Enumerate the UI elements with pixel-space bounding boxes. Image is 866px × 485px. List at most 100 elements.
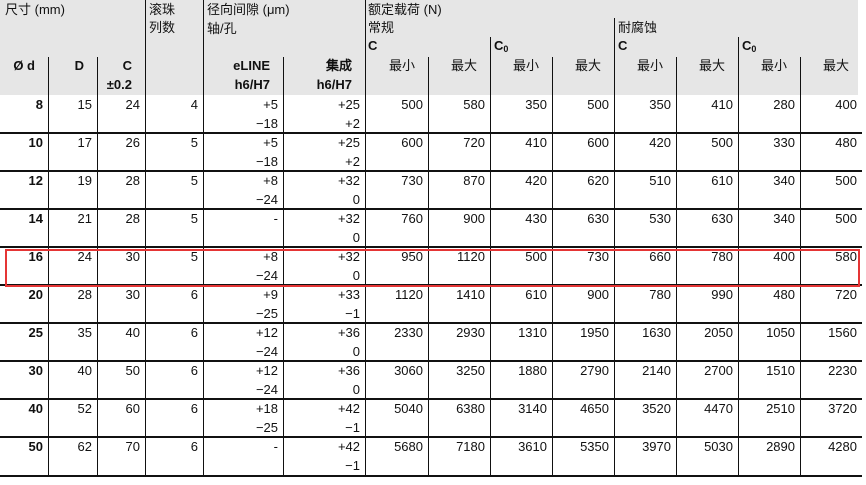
cell-ball-rows: 5 (190, 211, 198, 226)
cell-load-rating: 1630 (642, 325, 671, 340)
cell-eline-upper: +12 (255, 325, 278, 340)
cell-load-rating: 1950 (580, 325, 609, 340)
cell-d: 14 (28, 211, 43, 226)
cell-c: 28 (125, 211, 140, 226)
cell-outer-d: 62 (77, 439, 92, 454)
cell-integrated-upper: +36 (337, 325, 360, 340)
cell-outer-d: 28 (77, 287, 92, 302)
cell-load-rating: 420 (525, 173, 547, 188)
cell-c: 50 (125, 363, 140, 378)
cell-c: 26 (125, 135, 140, 150)
cell-eline-lower: −24 (255, 344, 278, 359)
cell-load-rating: 420 (649, 135, 671, 150)
col-header-max: 最大 (574, 58, 601, 73)
column-divider (97, 57, 98, 476)
cell-load-rating: 2930 (456, 325, 485, 340)
cell-c: 24 (125, 97, 140, 112)
c0-label: C (742, 38, 752, 53)
col-header-d: Ø d (13, 58, 35, 73)
cell-ball-rows: 6 (190, 287, 198, 302)
cell-load-rating: 3520 (642, 401, 671, 416)
cell-load-rating: 500 (587, 97, 609, 112)
cell-load-rating: 500 (711, 135, 733, 150)
col-header-c-tolerance: ±0.2 (106, 77, 132, 92)
cell-load-rating: 500 (525, 249, 547, 264)
c0-subscript: 0 (503, 44, 509, 54)
cell-load-rating: 3720 (828, 401, 857, 416)
cell-eline-upper: - (273, 439, 278, 454)
column-divider (800, 57, 801, 476)
cell-load-rating: 7180 (456, 439, 485, 454)
c-dynamic-standard: C (368, 38, 378, 53)
cell-integrated-upper: +25 (337, 135, 360, 150)
cell-load-rating: 400 (835, 97, 857, 112)
cell-integrated-upper: +32 (337, 211, 360, 226)
cell-d: 25 (28, 325, 43, 340)
cell-load-rating: 630 (587, 211, 609, 226)
table-bottom-border (0, 475, 862, 477)
cell-load-rating: 580 (835, 249, 857, 264)
cell-load-rating: 4650 (580, 401, 609, 416)
cell-load-rating: 500 (401, 97, 423, 112)
cell-integrated-lower: 0 (352, 344, 360, 359)
cell-c: 70 (125, 439, 140, 454)
cell-load-rating: 4280 (828, 439, 857, 454)
col-header-min: 最小 (636, 58, 663, 73)
c-dynamic-corrosion: C (618, 38, 628, 53)
cell-load-rating: 5030 (704, 439, 733, 454)
column-divider (145, 0, 146, 476)
cell-d: 40 (28, 401, 43, 416)
cell-integrated-upper: +36 (337, 363, 360, 378)
column-divider (48, 57, 49, 476)
cell-load-rating: 730 (587, 249, 609, 264)
cell-integrated-upper: +32 (337, 249, 360, 264)
row-divider (0, 322, 862, 324)
cell-ball-rows: 5 (190, 135, 198, 150)
cell-outer-d: 24 (77, 249, 92, 264)
row-divider (0, 398, 862, 400)
cell-load-rating: 500 (835, 211, 857, 226)
column-divider (738, 37, 739, 476)
cell-d: 50 (28, 439, 43, 454)
cell-load-rating: 780 (711, 249, 733, 264)
cell-integrated-lower: −1 (345, 458, 360, 473)
cell-load-rating: 990 (711, 287, 733, 302)
cell-load-rating: 900 (587, 287, 609, 302)
c0-static-standard: C0 (494, 37, 508, 58)
cell-eline-upper: - (273, 211, 278, 226)
cell-load-rating: 580 (463, 97, 485, 112)
cell-ball-rows: 5 (190, 173, 198, 188)
cell-eline-lower: −18 (255, 116, 278, 131)
c0-static-corrosion: C0 (742, 37, 756, 58)
cell-c: 30 (125, 287, 140, 302)
cell-c: 40 (125, 325, 140, 340)
highlight-box (5, 249, 860, 287)
cell-load-rating: 430 (525, 211, 547, 226)
cell-load-rating: 6380 (456, 401, 485, 416)
cell-d: 8 (35, 97, 43, 112)
cell-load-rating: 900 (463, 211, 485, 226)
cell-load-rating: 730 (401, 173, 423, 188)
cell-load-rating: 2050 (704, 325, 733, 340)
cell-load-rating: 1880 (518, 363, 547, 378)
cell-load-rating: 480 (835, 135, 857, 150)
cell-load-rating: 1120 (395, 287, 423, 302)
cell-integrated-upper: +25 (337, 97, 360, 112)
cell-integrated-lower: 0 (352, 268, 360, 283)
c0-subscript: 0 (751, 44, 757, 54)
cell-d: 10 (28, 135, 43, 150)
col-header-integrated-fit: h6/H7 (316, 77, 352, 92)
cell-integrated-lower: 0 (352, 230, 360, 245)
cell-eline-upper: +18 (255, 401, 278, 416)
cell-integrated-upper: +33 (337, 287, 360, 302)
cell-load-rating: 2510 (766, 401, 795, 416)
col-header-min: 最小 (760, 58, 787, 73)
cell-outer-d: 17 (77, 135, 92, 150)
dimensions-group-label: 尺寸 (mm) (5, 2, 65, 17)
cell-load-rating: 2890 (766, 439, 795, 454)
cell-eline-lower: −24 (255, 268, 278, 283)
cell-load-rating: 720 (835, 287, 857, 302)
cell-c: 28 (125, 173, 140, 188)
cell-load-rating: 3060 (394, 363, 423, 378)
table-header: 尺寸 (mm) 滚珠 列数 径向间隙 (μm) 轴/孔 额定载荷 (N) 常规 … (0, 0, 858, 95)
